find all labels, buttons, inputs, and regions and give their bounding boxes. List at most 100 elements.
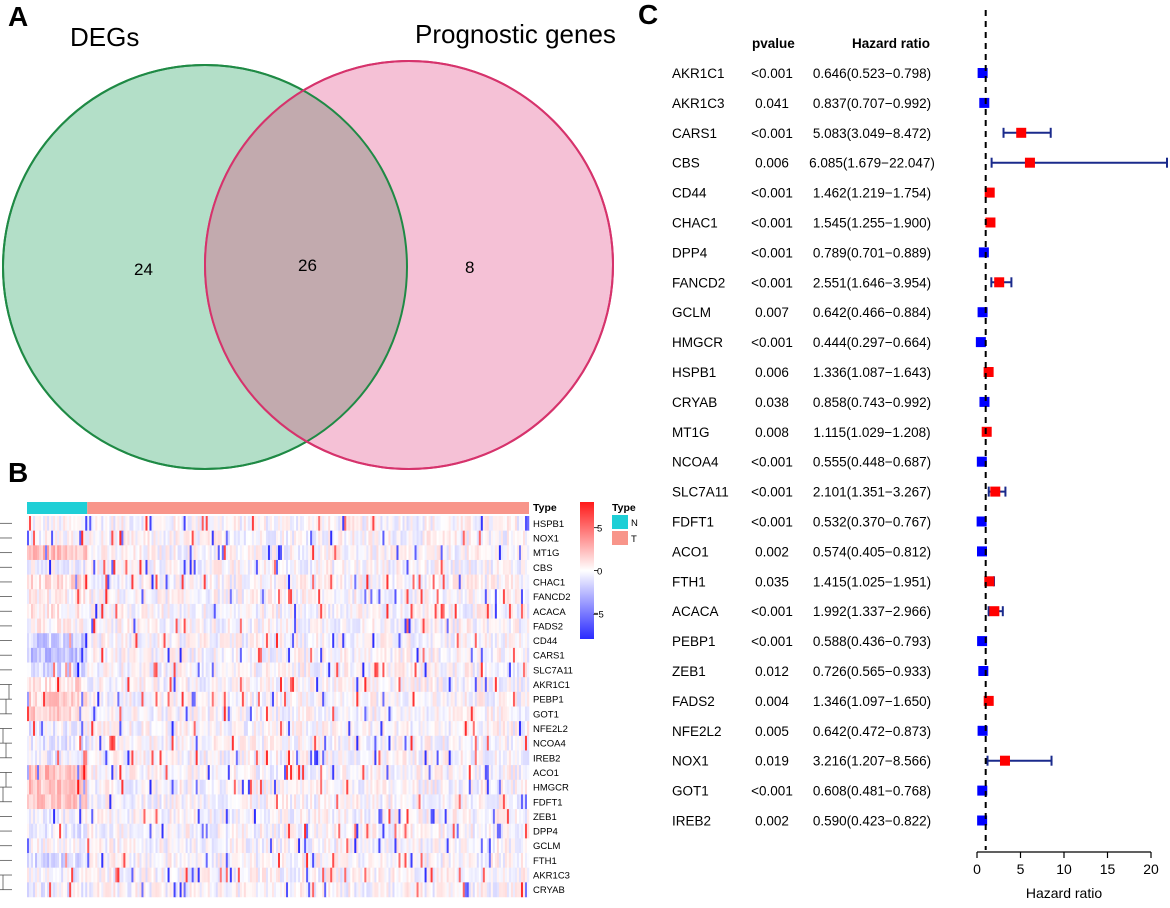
heatmap-cell [149, 618, 152, 634]
heatmap-cell [205, 647, 208, 663]
heatmap-cell [508, 545, 512, 561]
heatmap-cell [432, 545, 435, 561]
heatmap-cell [448, 691, 451, 707]
heatmap-cell [257, 545, 261, 561]
heatmap-cell [275, 589, 279, 605]
heatmap-cell [145, 633, 148, 649]
heatmap-cell [340, 735, 343, 751]
heatmap-cell [55, 794, 58, 810]
heatmap-cell [290, 574, 293, 590]
heatmap-cell [338, 677, 341, 693]
heatmap-cell [243, 574, 247, 590]
heatmap-cell [322, 530, 325, 546]
heatmap-cell [370, 618, 373, 634]
heatmap-cell [99, 574, 102, 590]
heatmap-cell [506, 589, 510, 605]
heatmap-cell [31, 516, 34, 531]
heatmap-cell [159, 662, 162, 678]
heatmap-cell [49, 706, 52, 722]
heatmap-cell [191, 721, 194, 737]
heatmap-cell [294, 545, 297, 561]
heatmap-cell [366, 721, 369, 737]
heatmap-cell [109, 677, 112, 693]
heatmap-cell [306, 721, 309, 737]
heatmap-cell [187, 530, 190, 546]
heatmap-cell [340, 765, 343, 781]
heatmap-cell [135, 677, 138, 693]
heatmap-cell [374, 559, 377, 575]
annotation-title: Type [533, 502, 557, 514]
heatmap-cell [412, 618, 415, 634]
heatmap-cell [249, 691, 253, 707]
heatmap-cell [366, 691, 369, 707]
heatmap-cell [458, 721, 461, 737]
heatmap-cell [444, 750, 447, 766]
heatmap-cell [165, 721, 168, 737]
heatmap-cell [129, 765, 132, 781]
heatmap-cell [296, 603, 299, 619]
heatmap-cell [278, 706, 281, 722]
heatmap-cell [420, 662, 423, 678]
heatmap-cell [486, 662, 490, 678]
heatmap-cell [326, 691, 329, 707]
heatmap-cell [292, 779, 295, 795]
heatmap-cell [93, 647, 96, 663]
heatmap-cell [231, 589, 235, 605]
heatmap-cell [526, 545, 530, 561]
heatmap-cell [408, 765, 411, 781]
heatmap-cell [466, 647, 470, 663]
heatmap-cell [33, 735, 36, 751]
heatmap-cell [456, 559, 459, 575]
heatmap-cell [235, 794, 239, 810]
heatmap-cell [460, 662, 463, 678]
heatmap-cell [169, 574, 172, 590]
heatmap-cell [308, 721, 311, 737]
heatmap-cell [103, 779, 106, 795]
heatmap-cell [57, 779, 60, 795]
heatmap-cell [251, 677, 255, 693]
heatmap-cell [103, 677, 106, 693]
heatmap-cell [83, 721, 86, 737]
heatmap-cell [59, 706, 62, 722]
heatmap-cell [195, 794, 198, 810]
heatmap-cell [288, 794, 291, 810]
heatmap-cell [213, 691, 216, 707]
heatmap-cell [510, 530, 514, 546]
heatmap-cell [255, 559, 259, 575]
heatmap-cell [470, 559, 474, 575]
heatmap-cell [474, 647, 478, 663]
heatmap-cell [476, 779, 480, 795]
heatmap-cell [31, 721, 34, 737]
heatmap-cell [59, 735, 62, 751]
heatmap-cell [466, 662, 470, 678]
heatmap-cell [450, 691, 453, 707]
heatmap-cell [374, 545, 377, 561]
heatmap-cell [157, 794, 160, 810]
heatmap-cell [362, 735, 365, 751]
heatmap-cell [472, 589, 476, 605]
heatmap-cell [306, 589, 309, 605]
heatmap-cell [322, 691, 325, 707]
heatmap-cell [410, 721, 413, 737]
heatmap-cell [163, 691, 166, 707]
heatmap-cell [87, 677, 90, 693]
heatmap-cell [45, 633, 48, 649]
heatmap-cell [187, 516, 190, 531]
heatmap-cell [63, 603, 66, 619]
heatmap-cell [67, 516, 70, 531]
heatmap-cell [237, 735, 241, 751]
heatmap-cell [478, 691, 482, 707]
heatmap-cell [408, 721, 411, 737]
heatmap-cell [47, 750, 50, 766]
heatmap-cell [143, 750, 146, 766]
heatmap-cell [65, 574, 68, 590]
heatmap-cell [478, 559, 482, 575]
heatmap-cell [217, 735, 221, 751]
heatmap-cell [368, 721, 371, 737]
heatmap-cell [141, 677, 144, 693]
heatmap-cell [330, 735, 333, 751]
heatmap-cell [430, 662, 433, 678]
heatmap-cell [157, 545, 160, 561]
heatmap-cell [310, 647, 313, 663]
heatmap-cell [43, 545, 46, 561]
